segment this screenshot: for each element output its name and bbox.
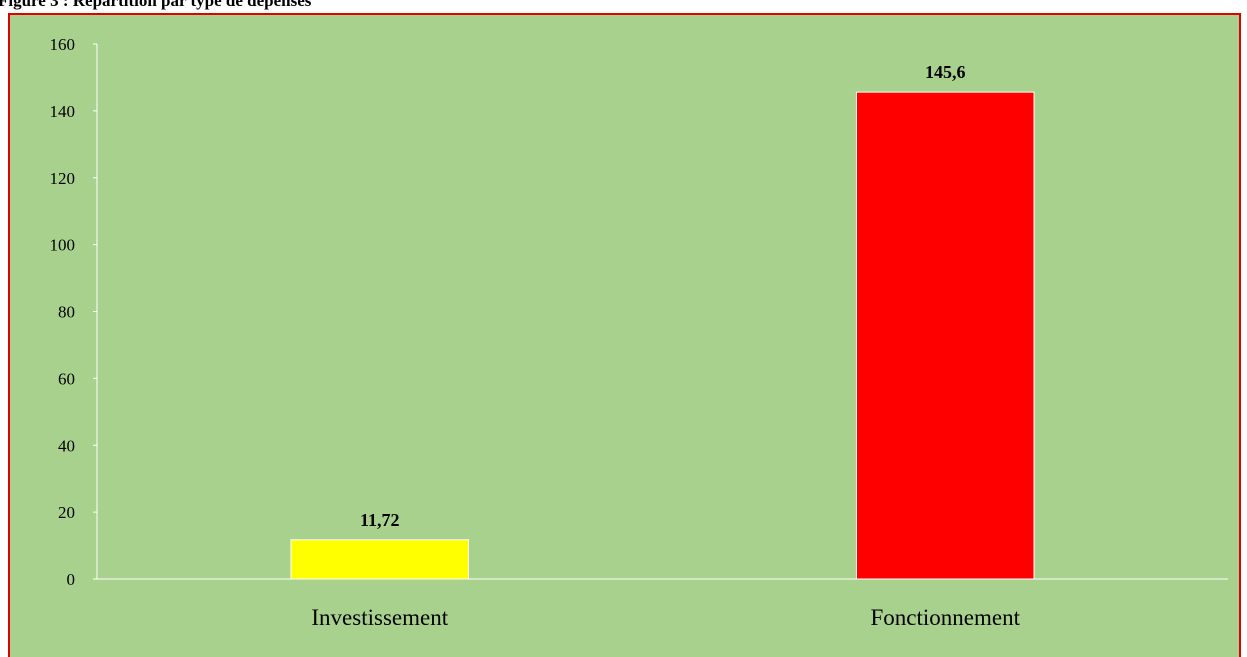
y-tick-label: 60 [58,369,75,388]
chart-frame [8,13,1241,657]
x-tick-label: Investissement [311,605,448,630]
y-tick-label: 20 [58,503,75,522]
y-tick-label: 100 [50,236,76,255]
data-label: 11,72 [360,510,400,530]
bar [855,91,1035,580]
y-tick-label: 160 [50,35,76,54]
y-tick-label: 0 [67,570,76,589]
y-tick-label: 140 [50,102,76,121]
bar [290,539,470,580]
x-tick-label: Fonctionnement [871,605,1021,630]
chart-title: Figure 3 : Répartition par type de dépen… [0,0,312,10]
y-tick-label: 80 [58,303,75,322]
y-tick-label: 40 [58,436,75,455]
y-tick-label: 120 [50,169,76,188]
data-label: 145,6 [925,62,966,82]
